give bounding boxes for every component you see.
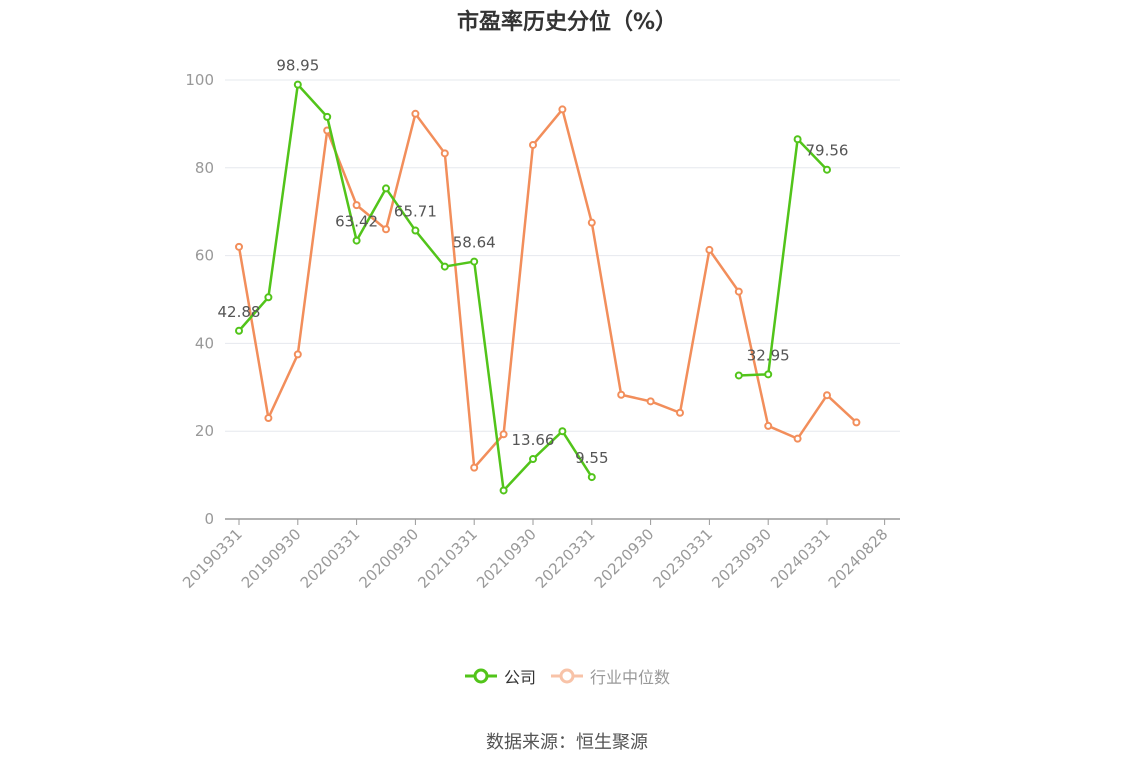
x-tick-label: 20240331 xyxy=(767,525,834,592)
data-point-industry xyxy=(558,105,567,114)
data-label: 42.88 xyxy=(218,303,261,321)
data-point-industry xyxy=(617,390,626,399)
data-point-company xyxy=(440,262,449,271)
legend-company-marker-icon xyxy=(464,668,497,684)
legend-label-company: 公司 xyxy=(503,668,536,687)
data-point-company xyxy=(352,236,361,245)
data-point-industry xyxy=(646,397,655,406)
x-tick-label: 20210930 xyxy=(473,525,540,592)
data-point-industry xyxy=(411,109,420,118)
legend-industry-marker-icon xyxy=(551,668,583,684)
y-tick-label: 20 xyxy=(195,422,214,440)
x-tick-label: 20210331 xyxy=(414,525,481,592)
data-point-company xyxy=(823,165,831,174)
y-tick-label: 0 xyxy=(204,510,214,528)
data-point-company xyxy=(264,293,273,302)
source-note: 数据来源：恒生聚源 xyxy=(486,732,648,753)
data-label: 32.95 xyxy=(747,346,790,364)
data-point-industry xyxy=(235,242,243,251)
x-tick-label: 20200331 xyxy=(297,525,364,592)
y-tick-label: 40 xyxy=(195,334,214,352)
data-point-industry xyxy=(764,421,773,430)
x-tick-label: 20220331 xyxy=(532,525,599,592)
data-label: 98.95 xyxy=(276,57,319,75)
data-point-industry xyxy=(587,218,596,227)
data-label: 65.71 xyxy=(394,203,437,221)
data-point-industry xyxy=(440,149,449,158)
data-point-industry xyxy=(293,350,302,359)
data-point-company xyxy=(411,226,420,235)
data-point-industry xyxy=(529,140,537,149)
data-point-industry xyxy=(793,434,802,443)
data-label: 58.64 xyxy=(453,234,496,252)
data-label: 13.66 xyxy=(512,431,555,449)
data-point-company xyxy=(293,80,302,89)
data-point-industry xyxy=(470,463,479,472)
y-tick-label: 80 xyxy=(195,159,214,177)
x-tick-label: 20240828 xyxy=(825,525,892,592)
data-label: 9.55 xyxy=(575,449,608,467)
data-point-company xyxy=(587,473,596,482)
data-point-company xyxy=(734,371,743,380)
data-point-industry xyxy=(734,287,743,296)
data-point-industry xyxy=(823,391,831,400)
data-label: 63.42 xyxy=(335,213,378,231)
data-point-industry xyxy=(852,418,861,427)
chart-title: 市盈率历史分位（%） xyxy=(456,10,678,35)
y-tick-label: 100 xyxy=(185,71,214,89)
legend: 公司 行业中位数 xyxy=(0,664,1134,688)
data-point-company xyxy=(499,486,508,495)
series-line-company xyxy=(738,138,828,377)
legend-item-company[interactable]: 公司 xyxy=(464,664,536,688)
data-point-industry xyxy=(382,225,390,234)
data-point-industry xyxy=(676,408,684,417)
legend-item-industry[interactable]: 行业中位数 xyxy=(550,664,670,688)
data-point-industry xyxy=(705,245,714,254)
data-point-company xyxy=(529,455,537,464)
data-point-company xyxy=(793,135,802,144)
x-tick-label: 20200930 xyxy=(356,525,423,592)
data-point-company xyxy=(323,112,332,121)
y-tick-label: 60 xyxy=(195,247,214,265)
data-point-company xyxy=(470,257,479,266)
x-tick-label: 20230930 xyxy=(708,525,775,592)
data-point-company xyxy=(764,370,773,379)
x-tick-label: 20190930 xyxy=(238,525,305,592)
series-line-industry xyxy=(237,108,858,469)
data-point-industry xyxy=(352,201,361,210)
x-tick-label: 20230331 xyxy=(650,525,717,592)
data-point-industry xyxy=(264,414,273,423)
data-point-company xyxy=(235,326,243,335)
legend-label-industry: 行业中位数 xyxy=(590,668,671,687)
data-point-company xyxy=(558,427,567,436)
data-point-company xyxy=(382,184,390,193)
x-tick-label: 20220930 xyxy=(591,525,658,592)
series-line-company xyxy=(238,83,593,492)
x-tick-label: 20190331 xyxy=(179,525,246,592)
data-label: 79.56 xyxy=(806,142,849,160)
data-point-industry xyxy=(499,430,508,439)
